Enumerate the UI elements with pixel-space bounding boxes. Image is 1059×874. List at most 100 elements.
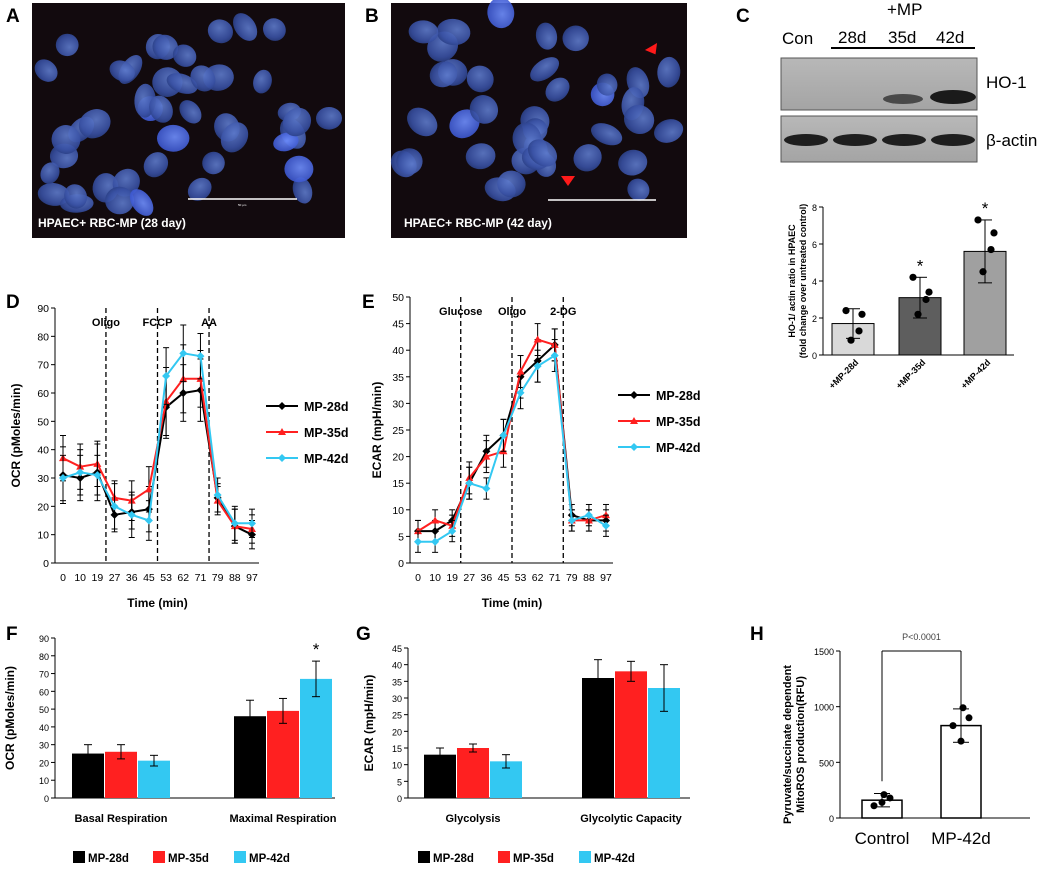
data-point [990, 229, 998, 237]
cell-nucleus [429, 61, 458, 88]
panel-b: HPAEC+ RBC-MP (42 day) B [365, 0, 687, 238]
cell-nucleus [408, 20, 439, 44]
panel-f: F 0 10 20 30 40 50 60 70 80 90 OCR (pMoles/min) Bas… [3, 624, 337, 865]
cell-nucleus [172, 44, 197, 67]
data-point [230, 519, 239, 528]
legend-label: MP-35d [168, 853, 209, 865]
cell-nucleus [284, 155, 314, 183]
data-point [842, 307, 850, 315]
x-tick-label: 79 [566, 572, 578, 584]
blot-mp-label: +MP [887, 0, 922, 19]
legend-label: MP-35d [513, 853, 554, 865]
cell-nucleus [654, 119, 684, 143]
actin-band-con [784, 134, 828, 146]
legend-label: MP-42d [594, 853, 635, 865]
blot-lane-42d: 42d [936, 28, 964, 47]
cell-nucleus [545, 77, 570, 102]
panel-d: D 0 10 20 30 40 50 60 70 80 90 0 10 19 27 36 45 53 62 71 79… [6, 292, 348, 610]
data-point [886, 794, 894, 802]
cell-nucleus [143, 152, 169, 178]
significance-star: * [982, 199, 989, 218]
data-point [914, 310, 922, 318]
data-point [179, 349, 188, 358]
cell-nucleus [530, 57, 560, 82]
data-point [987, 245, 995, 254]
data-point [855, 327, 863, 335]
data-point [949, 722, 957, 730]
cell-nucleus [202, 151, 225, 175]
y-tick-label: 50 [392, 292, 404, 304]
data-point [248, 519, 256, 528]
significance-star: * [917, 256, 924, 275]
y-tick-label: 15 [392, 478, 404, 490]
data-point [878, 798, 886, 806]
bar-mp-42d-1 [300, 678, 332, 798]
cell-nucleus [129, 189, 154, 216]
cell-nucleus [34, 59, 58, 82]
y-tick-label: 1500 [814, 647, 834, 657]
x-tick-label: 71 [549, 572, 561, 584]
cell-nucleus [233, 13, 258, 41]
panel-letter-h: H [750, 624, 764, 645]
y-tick-label: 1000 [814, 703, 834, 713]
data-point [858, 310, 866, 318]
y-tick-label: 20 [39, 758, 49, 768]
y-tick-label: 40 [392, 661, 402, 671]
legend-marker [278, 454, 286, 462]
y-tick-label: 60 [37, 388, 49, 400]
y-tick-label: 10 [392, 505, 404, 517]
actin-band-28d [833, 134, 877, 146]
x-tick-label: 71 [195, 572, 207, 584]
cell-nucleus [487, 0, 515, 29]
y-tick-label: 25 [392, 711, 402, 721]
y-tick-label: 30 [392, 398, 404, 410]
data-point [880, 791, 888, 799]
x-tick-label: 79 [212, 572, 224, 584]
injection-label: 2-DG [550, 306, 576, 318]
legend-label: MP-35d [304, 426, 348, 440]
injection-label: AA [201, 317, 217, 329]
y-tick-label: 5 [398, 531, 404, 543]
y-tick-label: 0 [397, 794, 402, 804]
ho1-band-35d [883, 94, 923, 104]
blot-lane-35d: 35d [888, 28, 916, 47]
blot-con-label: Con [782, 29, 813, 48]
cell-nucleus [573, 144, 602, 172]
data-point [59, 474, 67, 482]
cell-nucleus [627, 178, 650, 201]
data-point [76, 468, 85, 477]
legend-marker [630, 443, 638, 451]
cell-nucleus [109, 60, 135, 82]
bar--mp-35d [898, 297, 942, 356]
x-tick-label: 36 [481, 572, 493, 584]
legend-label: MP-42d [249, 853, 290, 865]
x-axis-title: Time (min) [127, 596, 187, 610]
cell-nucleus [166, 73, 198, 94]
panel-letter-a: A [6, 6, 20, 27]
y-tick-label: 0 [44, 794, 49, 804]
y-tick-label: 8 [812, 203, 817, 213]
y-tick-label: 70 [37, 360, 49, 372]
y-tick-label: 50 [37, 416, 49, 428]
y-tick-label: 80 [37, 331, 49, 343]
micrograph-a-caption: HPAEC+ RBC-MP (28 day) [38, 216, 186, 230]
y-tick-label: 30 [39, 741, 49, 751]
data-point [533, 335, 542, 343]
data-point [925, 288, 933, 296]
data-point [957, 737, 965, 745]
data-point [110, 502, 119, 511]
chart-c: 0 2 4 6 8 +MP-28d * +MP-35d * +MP-42d HO-1/ actin … [787, 199, 1014, 391]
x-tick-label: 10 [74, 572, 86, 584]
cell-nucleus [55, 33, 79, 57]
chart-g: 0 5 10 15 20 25 30 35 40 45 ECAR (mpH/min) Glycolys… [362, 644, 690, 865]
data-point [602, 521, 610, 530]
nuclei-b [390, 0, 684, 202]
bar-mp-35d-1 [267, 710, 299, 798]
x-tick-label: 36 [126, 572, 138, 584]
cell-nucleus [262, 18, 286, 41]
y-tick-label: 40 [392, 345, 404, 357]
y-tick-label: 6 [812, 240, 817, 250]
legend-swatch [234, 851, 246, 863]
cell-nucleus [78, 109, 111, 139]
